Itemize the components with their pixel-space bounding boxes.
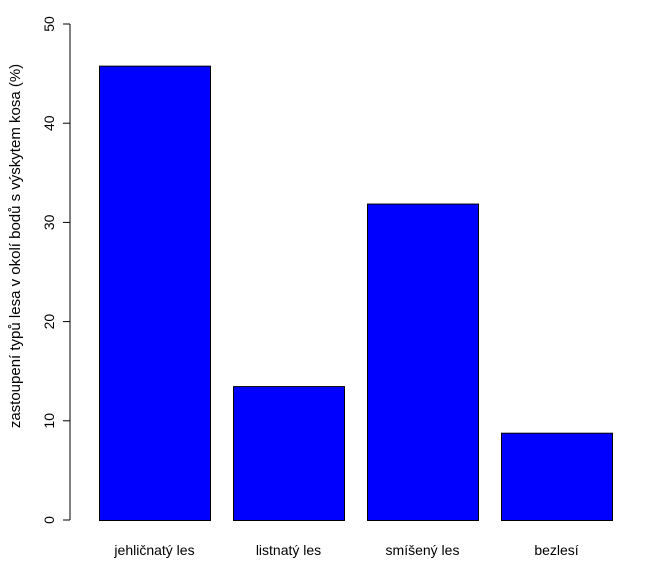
y-tick-label: 30 <box>41 214 57 230</box>
bar <box>501 432 613 522</box>
y-axis-title: zastoupení typů lesa v okolí bodů s výsk… <box>7 64 24 428</box>
y-tick-label: 20 <box>41 314 57 330</box>
bars <box>99 65 613 522</box>
x-category-label: smíšený les <box>386 542 460 558</box>
y-tick-label: 50 <box>41 16 57 32</box>
y-tick-label: 40 <box>41 115 57 131</box>
x-axis-labels: jehličnatý les listnatý les smíšený les bez… <box>113 542 578 558</box>
y-tick-label: 10 <box>41 413 57 429</box>
y-tick-label: 0 <box>41 516 57 524</box>
bar <box>233 386 345 521</box>
x-category-label: jehličnatý les <box>113 542 194 558</box>
x-category-label: bezlesí <box>534 542 578 558</box>
y-axis: 0 10 20 30 40 50 <box>41 16 71 524</box>
bar <box>367 203 479 521</box>
x-category-label: listnatý les <box>256 542 321 558</box>
bar <box>99 65 211 521</box>
